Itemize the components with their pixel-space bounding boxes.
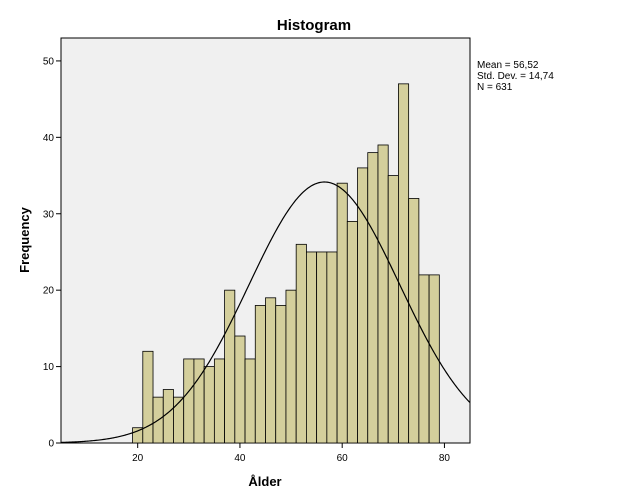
histogram-bar <box>398 83 410 444</box>
histogram-bar <box>265 297 277 444</box>
histogram-bar <box>234 335 246 444</box>
statistics-legend: Mean = 56,52 Std. Dev. = 14,74 N = 631 <box>477 60 554 93</box>
x-tick-label: 60 <box>337 453 349 464</box>
x-tick-label: 40 <box>234 453 246 464</box>
histogram-bar <box>213 358 226 444</box>
histogram-bar <box>316 251 328 444</box>
y-axis-title: Frequency <box>17 206 32 273</box>
y-tick-label: 20 <box>43 286 55 297</box>
histogram-bar <box>377 144 389 444</box>
y-tick-label: 50 <box>43 56 55 67</box>
histogram-bar <box>203 366 215 444</box>
histogram-bar <box>275 305 287 444</box>
histogram-bar <box>428 274 440 444</box>
stat-mean: Mean = 56,52 <box>477 60 539 71</box>
histogram-bar <box>254 305 266 444</box>
histogram-bar <box>418 274 430 444</box>
histogram-bar <box>367 152 379 444</box>
x-tick-label: 80 <box>439 453 451 464</box>
histogram-bar <box>173 396 185 444</box>
histogram-bar <box>387 175 399 444</box>
histogram-bar <box>244 358 256 444</box>
y-tick-label: 0 <box>48 439 54 450</box>
histogram-bar <box>183 358 195 444</box>
y-tick-label: 10 <box>43 362 55 373</box>
x-tick-label: 20 <box>132 453 144 464</box>
stat-std-dev: Std. Dev. = 14,74 <box>477 71 554 82</box>
y-tick-label: 30 <box>43 209 55 220</box>
histogram-bar <box>224 289 236 444</box>
histogram-bar <box>285 289 297 444</box>
x-axis-title: Ålder <box>248 474 281 489</box>
bars-group <box>132 83 440 444</box>
axes-group: 20 40 60 80 0 10 20 30 40 50 <box>43 56 451 464</box>
histogram-bar <box>305 251 318 444</box>
histogram-bar <box>295 243 307 444</box>
normal-curve <box>60 181 471 444</box>
histogram-bar <box>142 350 154 444</box>
y-tick-label: 40 <box>43 133 55 144</box>
stat-n: N = 631 <box>477 82 513 93</box>
histogram-bar <box>326 251 338 444</box>
histogram-bar <box>336 182 348 444</box>
chart-title: Histogram <box>277 17 351 34</box>
histogram-bar <box>346 220 358 444</box>
histogram-bar <box>162 389 174 444</box>
